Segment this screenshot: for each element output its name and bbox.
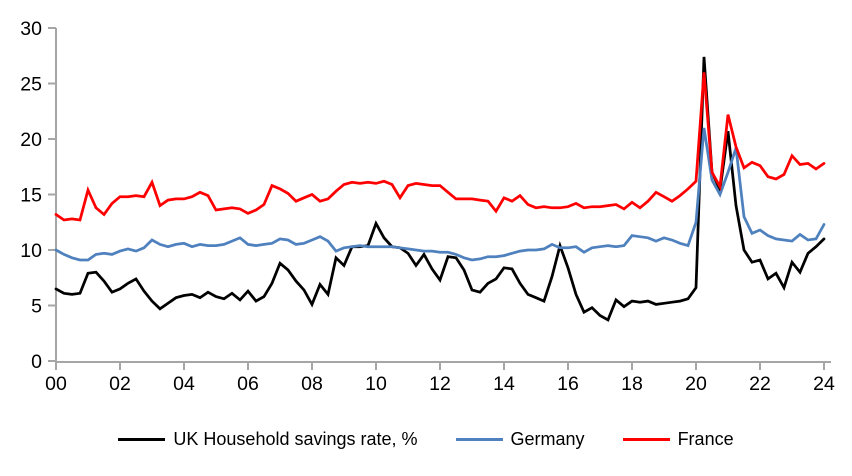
legend-item-germany: Germany: [455, 429, 585, 449]
x-tick-label-16: 16: [557, 373, 579, 395]
germany-series-line: [54, 127, 826, 262]
legend-item-france: France: [622, 429, 734, 449]
y-axis-labels: 0 5 10 15 20 25 30: [20, 18, 42, 373]
x-tick-label-14: 14: [493, 373, 515, 395]
y-axis-ticks: [48, 27, 56, 362]
x-tick-label-08: 08: [301, 373, 323, 395]
legend-label-france: France: [677, 429, 734, 449]
x-tick-label-20: 20: [685, 373, 707, 395]
france-line-swatch: [622, 437, 670, 441]
x-tick-label-10: 10: [365, 373, 387, 395]
x-tick-label-00: 00: [45, 373, 67, 395]
legend-label-germany: Germany: [510, 429, 585, 449]
y-tick-label-10: 10: [20, 240, 42, 262]
y-tick-label-25: 25: [20, 74, 42, 96]
x-tick-label-12: 12: [429, 373, 451, 395]
y-tick-label-5: 5: [31, 296, 42, 318]
legend-item-uk: UK Household savings rate, %: [118, 429, 418, 449]
y-tick-label-30: 30: [20, 18, 42, 40]
x-tick-label-04: 04: [173, 373, 195, 395]
y-tick-label-0: 0: [31, 351, 42, 373]
uk-line-swatch: [118, 437, 166, 441]
legend-label-uk: UK Household savings rate, %: [173, 429, 418, 449]
chart-legend: UK Household savings rate, % Germany Fra…: [0, 426, 852, 452]
x-tick-label-06: 06: [237, 373, 259, 395]
x-axis-ticks: [55, 362, 825, 370]
series-lines: [54, 56, 826, 322]
x-tick-label-24: 24: [813, 373, 835, 395]
germany-line-swatch: [455, 437, 503, 441]
france-series-line: [54, 72, 826, 222]
savings-rate-line-chart: 0 5 10 15 20 25 30 00 02 04 06 08 10 12 14 16 18 20 22 24: [20, 18, 835, 395]
uk-series-line: [54, 56, 826, 322]
x-tick-label-02: 02: [109, 373, 131, 395]
y-tick-label-20: 20: [20, 129, 42, 151]
x-tick-label-22: 22: [749, 373, 771, 395]
x-tick-label-18: 18: [621, 373, 643, 395]
x-axis-labels: 00 02 04 06 08 10 12 14 16 18 20 22 24: [45, 373, 835, 395]
y-tick-label-15: 15: [20, 185, 42, 207]
